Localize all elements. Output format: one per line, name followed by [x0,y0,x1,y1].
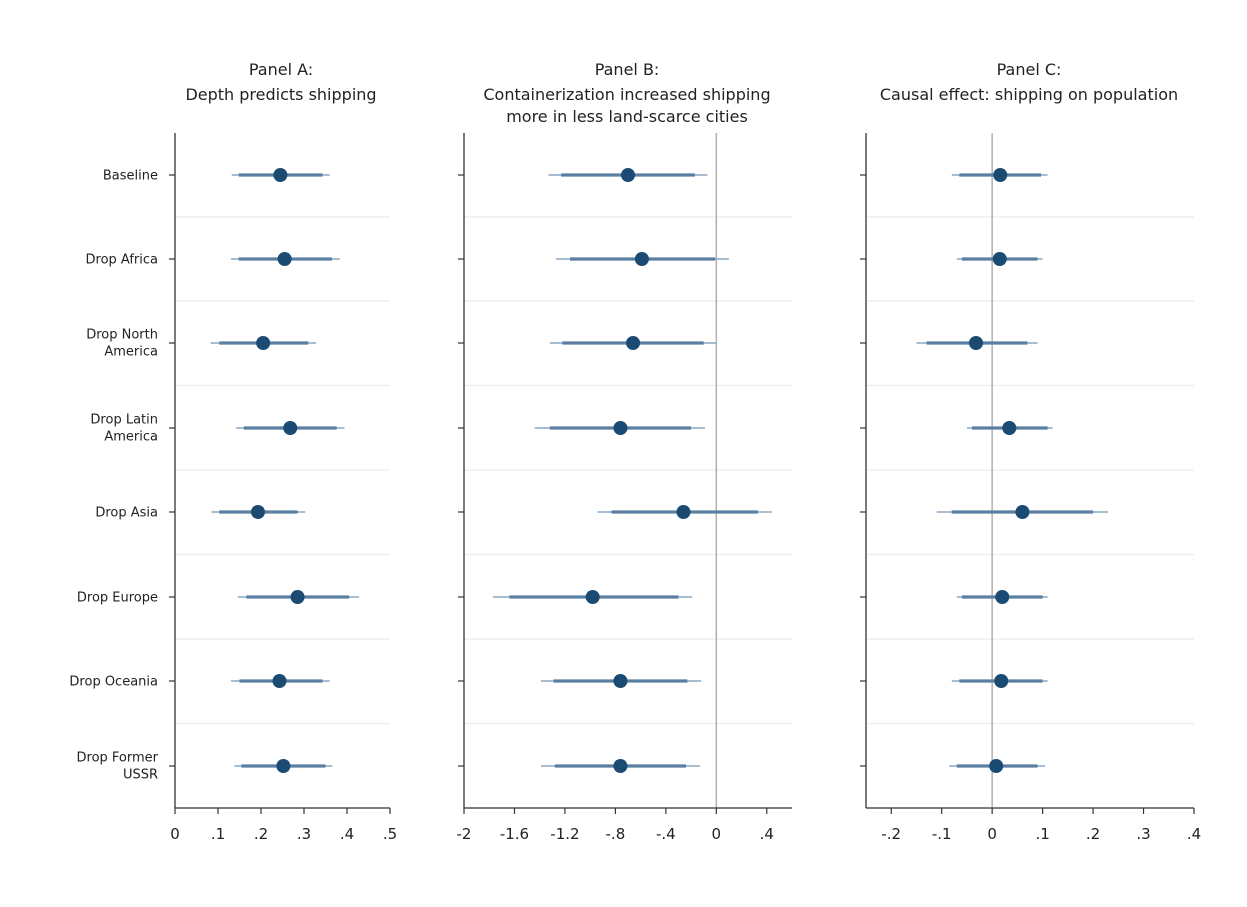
point-estimate [1015,505,1030,519]
x-tick-label: 0 [987,825,997,843]
point-estimate [613,759,628,773]
row-label: Drop Latin America [90,413,158,445]
x-tick-label: .1 [211,825,225,843]
point-estimate [626,336,641,350]
x-tick-label: .4 [340,825,354,843]
point-estimate [273,168,288,182]
panel-b-title-line3: more in less land-scarce cities [506,107,748,126]
x-tick-label: 0 [170,825,180,843]
point-estimate [994,674,1009,688]
panel-b-plot: -2 -1.6 -1.2 -.8 -.4 0 .4 [457,133,792,843]
panel-c: Panel C: Causal effect: shipping on popu… [860,60,1201,843]
row-label: Drop Africa [86,253,158,268]
point-estimate [272,674,287,688]
point-estimate [585,590,600,604]
panel-c-plot: -.2 -.1 0 .1 .2 .3 .4 [860,133,1201,843]
x-tick-label: -1.6 [500,825,529,843]
x-tick-label: -.8 [606,825,626,843]
point-estimate [621,168,635,182]
panel-a: Panel A: Depth predicts shipping Baselin… [69,60,397,843]
point-estimate [276,759,291,773]
row-label: Drop Former USSR [77,751,159,783]
x-tick-label: 0 [712,825,722,843]
x-tick-label: -1.2 [550,825,579,843]
x-tick-label: .5 [383,825,397,843]
point-estimate [634,252,649,266]
x-tick-label: -.1 [932,825,952,843]
point-estimate [676,505,691,519]
x-tick-label: .1 [1035,825,1049,843]
row-label: Drop Asia [95,506,158,521]
panel-b: Panel B: Containerization increased ship… [457,60,792,843]
point-estimate [256,336,271,350]
point-estimate [277,252,292,266]
x-tick-label: .3 [297,825,311,843]
x-tick-label: -2 [457,825,472,843]
row-label: Baseline [103,169,158,184]
panel-a-plot: 0 .1 .2 .3 .4 .5 [169,133,397,843]
row-label: Drop North America [86,328,158,360]
point-estimate [613,674,628,688]
x-tick-label: .4 [760,825,774,843]
panel-c-title-line1: Panel C: [997,60,1062,79]
x-tick-label: .3 [1136,825,1150,843]
point-estimate [283,421,298,435]
point-estimate [992,252,1007,266]
point-estimate [250,505,265,519]
point-estimate [993,168,1008,182]
point-estimate [613,421,628,435]
panel-b-title-line1: Panel B: [595,60,660,79]
x-tick-label: -.4 [656,825,676,843]
row-labels: Baseline Drop Africa Drop North America Drop… [69,169,158,783]
x-tick-label: .4 [1187,825,1201,843]
point-estimate [989,759,1004,773]
x-tick-label: .2 [1086,825,1100,843]
row-label: Drop Oceania [69,675,158,690]
point-estimate [995,590,1010,604]
panel-b-title-line2: Containerization increased shipping [483,85,770,104]
panel-a-title-line2: Depth predicts shipping [185,85,376,104]
point-estimate [290,590,305,604]
panel-c-title-line2: Causal effect: shipping on population [880,85,1178,104]
x-tick-label: -.2 [881,825,901,843]
x-tick-label: .2 [254,825,268,843]
panel-a-title-line1: Panel A: [249,60,313,79]
point-estimate [1002,421,1017,435]
row-label: Drop Europe [77,591,158,606]
point-estimate [969,336,984,350]
